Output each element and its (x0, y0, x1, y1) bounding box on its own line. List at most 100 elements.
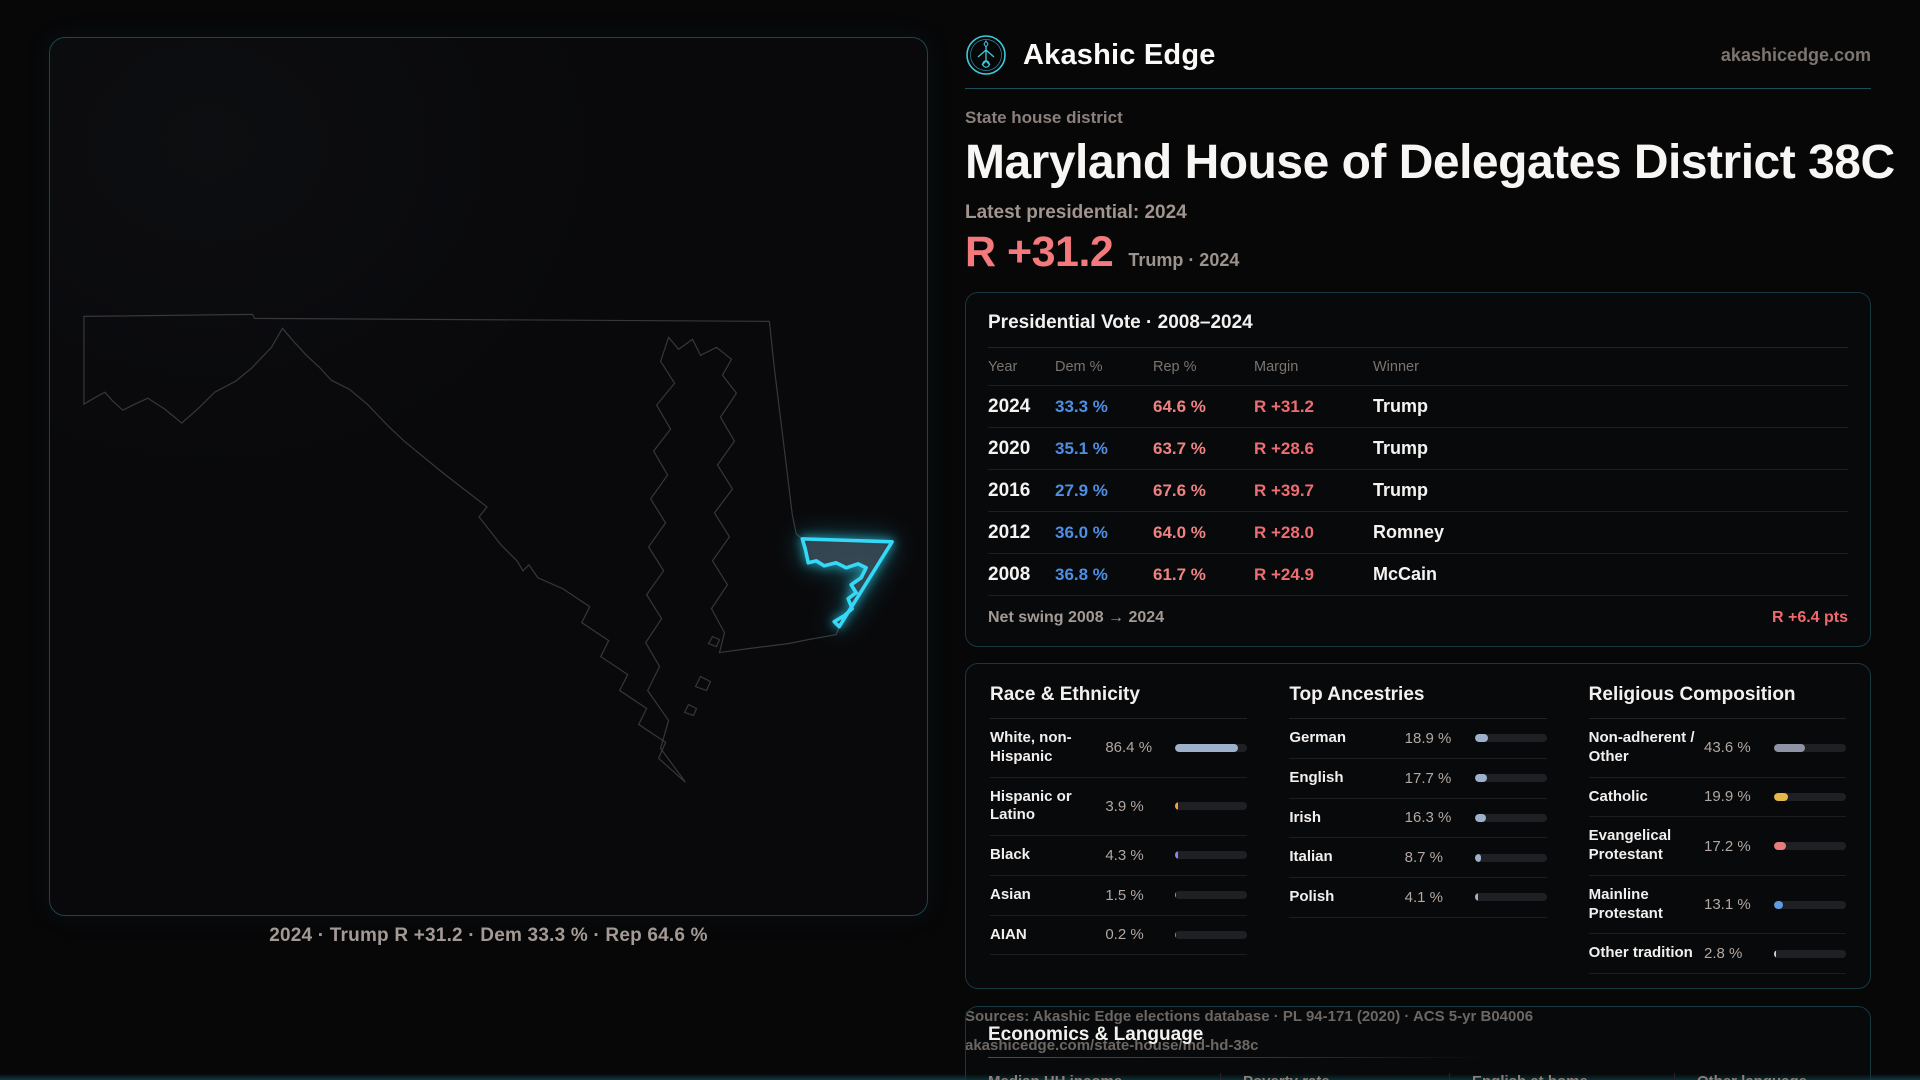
presidential-vote-panel: Presidential Vote · 2008–2024 Year Dem % R… (965, 292, 1871, 647)
pres-cell-dem-pct: 36.8 % (1055, 564, 1108, 584)
demographic-bar (1175, 802, 1248, 811)
presidential-table-header: Year Dem % Rep % Margin Winner (988, 348, 1848, 385)
divider (990, 718, 1248, 719)
demographic-bar (1175, 743, 1248, 752)
pres-cell-dem-pct: 27.9 % (1055, 480, 1108, 500)
demographic-bar (1774, 842, 1846, 850)
demographic-value: 1.5 % (1105, 886, 1144, 904)
demographic-label: Irish (1289, 808, 1322, 826)
demographic-bar (1175, 930, 1248, 939)
pres-col-header: Margin (1254, 358, 1299, 375)
demographic-bar-fill (1774, 792, 1789, 801)
economics-stat: English at home93.1 % (1449, 1073, 1674, 1080)
demographic-bar-fill (1175, 891, 1177, 900)
demographic-row: Hispanic or Latino 3.9 % (990, 778, 1248, 836)
economics-stat: Poverty rate7.8 % (1220, 1073, 1449, 1080)
presidential-table-row: 2020 35.1 % 63.7 % R +28.6 Trump (988, 427, 1848, 469)
demographics-column-religion: Religious Composition Non-adherent / Othe… (1588, 684, 1846, 974)
demographic-bar (1774, 792, 1846, 801)
pres-cell-rep-pct: 61.7 % (1153, 564, 1206, 584)
state-outline (83, 313, 894, 783)
pres-cell-dem-pct: 35.1 % (1055, 438, 1108, 458)
economics-panel-title: Economics & Language (988, 1024, 1204, 1045)
pres-cell-year: 2008 (988, 563, 1031, 585)
bottom-accent-strip (0, 1074, 1920, 1080)
demographic-bar-fill (1474, 774, 1488, 783)
maryland-map (83, 313, 894, 783)
economics-stat: Median HH income$88,279 (988, 1073, 1220, 1080)
demographic-bar-fill (1175, 802, 1179, 811)
pres-cell-dem-pct: 36.0 % (1055, 522, 1108, 542)
header: Akashic Edge akashicedge.com (965, 33, 1871, 77)
demographic-value: 43.6 % (1704, 739, 1751, 757)
presidential-panel-title: Presidential Vote · 2008–2024 (988, 312, 1253, 333)
demographic-value: 3.9 % (1105, 797, 1144, 815)
pres-cell-margin: R +31.2 (1254, 396, 1315, 416)
brand-logo-icon (966, 35, 1006, 75)
pres-cell-year: 2016 (988, 479, 1031, 501)
sources-note: Sources: Akashic Edge elections database… (965, 1002, 1745, 1061)
demographic-value: 4.1 % (1404, 888, 1444, 906)
presidential-table-row: 2008 36.8 % 61.7 % R +24.9 McCain (988, 553, 1848, 595)
economics-panel: Economics & Language Median HH income$88… (965, 1006, 1871, 1080)
demographics-column-title: Religious Composition (1588, 684, 1796, 705)
presidential-table-body: 2024 33.3 % 64.6 % R +31.2 Trump 2020 35.1 % 63… (988, 385, 1848, 595)
pres-cell-rep-pct: 64.0 % (1153, 522, 1206, 542)
kicker: State house district (965, 108, 1123, 127)
pres-cell-rep-pct: 64.6 % (1153, 396, 1206, 416)
divider (988, 1057, 1487, 1058)
demographic-bar (1774, 743, 1846, 752)
demographic-row: Non-adherent / Other 43.6 % (1588, 719, 1846, 778)
pres-cell-year: 2012 (988, 521, 1031, 543)
demographic-label: Hispanic or Latino (990, 787, 1072, 824)
demographic-value: 0.2 % (1105, 926, 1144, 944)
net-swing-label: Net swing 2008 → 2024 (988, 609, 1165, 626)
pres-cell-margin: R +39.7 (1254, 480, 1315, 500)
demographic-value: 2.8 % (1704, 945, 1743, 963)
report-column: Akashic Edge akashicedge.com State house… (965, 0, 1895, 1080)
demographic-label: Italian (1289, 848, 1333, 866)
demographic-bar (1774, 949, 1846, 958)
economics-stat: Other language6.9 % (1674, 1073, 1848, 1080)
pres-col-header: Year (988, 358, 1018, 375)
demographic-label: Evangelical Protestant (1588, 827, 1672, 863)
demographic-label: AIAN (990, 925, 1027, 943)
divider (1588, 718, 1846, 719)
demographic-label: Other tradition (1588, 944, 1693, 962)
demographic-bar (1175, 851, 1248, 860)
pres-cell-rep-pct: 63.7 % (1153, 438, 1206, 458)
demographic-value: 13.1 % (1704, 896, 1751, 913)
demographic-value: 17.7 % (1404, 769, 1452, 787)
demographic-row: White, non-Hispanic 86.4 % (990, 719, 1248, 778)
pres-cell-winner: Trump (1373, 480, 1429, 500)
demographics-column-title: Race & Ethnicity (990, 684, 1140, 705)
headline-margin-context: Trump · 2024 (1128, 250, 1240, 270)
header-divider (965, 88, 1871, 89)
demographic-bar-fill (1774, 842, 1787, 850)
demographic-bar-fill (1474, 853, 1481, 862)
demographic-label: White, non-Hispanic (990, 729, 1072, 765)
district-shape-highlight (800, 537, 894, 629)
pres-cell-margin: R +28.6 (1254, 438, 1315, 458)
demographic-row: Mainline Protestant 13.1 % (1588, 876, 1846, 935)
pres-cell-year: 2020 (988, 437, 1031, 459)
demographic-row: Catholic 19.9 % (1588, 778, 1846, 818)
demographic-bar-fill (1774, 900, 1784, 909)
pres-cell-winner: Romney (1373, 522, 1445, 542)
demographic-label: English (1289, 768, 1344, 786)
pres-cell-winner: McCain (1373, 564, 1438, 584)
pres-cell-margin: R +24.9 (1254, 564, 1315, 584)
demographic-value: 4.3 % (1105, 846, 1144, 864)
headline-margin-value: R +31.2 (965, 228, 1114, 276)
net-swing-row: Net swing 2008 → 2024 R +6.4 pts (988, 595, 1848, 633)
economics-stats: Median HH income$88,279Poverty rate7.8 %… (988, 1073, 1848, 1080)
economics-stat-label: Median HH income (988, 1073, 1208, 1080)
demographic-row: Italian 8.7 % (1289, 838, 1547, 878)
sources-line-2: akashicedge.com/state-house/md-hd-38c (965, 1037, 1259, 1055)
economics-stat-label: Poverty rate (1243, 1073, 1437, 1080)
demographic-label: Asian (990, 885, 1031, 903)
demographic-bar-fill (1474, 893, 1478, 902)
demographic-value: 17.2 % (1704, 837, 1751, 855)
demographic-row: AIAN 0.2 % (990, 916, 1248, 956)
demographic-bar (1175, 891, 1248, 900)
